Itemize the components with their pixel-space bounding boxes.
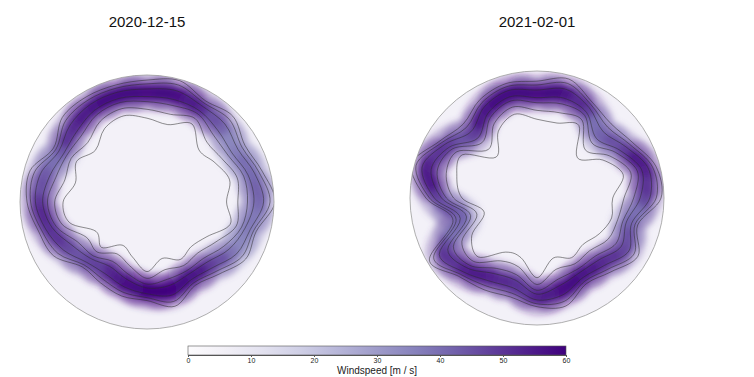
panel-title: 2021-02-01: [499, 13, 576, 30]
disk-border: [410, 71, 664, 325]
colorbar-label: Windspeed [m / s]: [337, 365, 417, 376]
colorbar-axis: 0 10 20 30 40 50 60: [187, 355, 571, 364]
streamline: [43, 96, 254, 288]
tick-label: 30: [374, 357, 382, 364]
figure: 2020-12-15 2021-02-01 0 10 20 30 40 50 60 Windspe…: [0, 0, 754, 377]
panel-title: 2020-12-15: [109, 13, 186, 30]
tick-label: 20: [311, 357, 319, 364]
disk: [410, 71, 664, 325]
tick-label: 40: [437, 357, 445, 364]
panel: [20, 75, 275, 329]
tick: 50: [500, 355, 508, 364]
streamline: [416, 82, 658, 304]
streamline: [431, 96, 643, 294]
tick: 40: [437, 355, 445, 364]
tick-label: 10: [248, 357, 256, 364]
disk-border: [20, 75, 274, 329]
panel: [410, 71, 664, 325]
tick: 30: [374, 355, 382, 364]
disk: [20, 75, 274, 329]
tick-label: 50: [500, 357, 508, 364]
plot-area: [411, 78, 662, 309]
streamline: [422, 88, 652, 300]
tick: 60: [563, 355, 571, 364]
colorbar: [188, 346, 566, 355]
streamline: [457, 114, 624, 278]
streamline: [446, 106, 631, 284]
tick-label: 60: [563, 357, 571, 364]
tick: 20: [311, 355, 319, 364]
tick-label: 0: [187, 357, 191, 364]
streamline: [30, 83, 270, 302]
streamline: [411, 78, 662, 309]
tick: 10: [248, 355, 256, 364]
tick: 0: [187, 355, 191, 364]
streamline: [437, 100, 638, 290]
